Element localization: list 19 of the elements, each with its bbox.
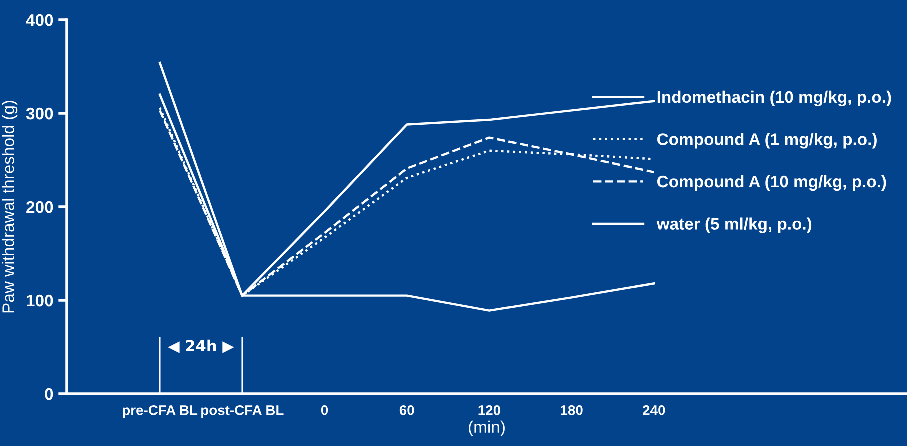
- x-axis-title: (min): [469, 420, 505, 436]
- y-tick-label: 0: [45, 388, 54, 400]
- y-tick-label: 100: [27, 294, 54, 307]
- x-tick-label: 240: [643, 405, 666, 416]
- y-tick-label: 400: [26, 14, 54, 26]
- y-axis-title: Paw withdrawal threshold (g): [2, 101, 18, 313]
- x-tick-label: 180: [561, 405, 583, 416]
- x-tick-label: 0: [321, 405, 328, 416]
- legend-label: Compound A (1 mg/kg, p.o.): [657, 133, 877, 149]
- x-tick-label: 120: [478, 405, 500, 416]
- x-tick-label: pre-CFA BL: [123, 405, 198, 418]
- legend-label: water (5 ml/kg, p.o.): [656, 218, 812, 234]
- y-tick-label: 200: [26, 201, 54, 214]
- annotation: ◀ 24h ▶: [168, 340, 234, 354]
- legend-label: Compound A (10 mg/kg, p.o.): [657, 175, 886, 192]
- legend-label: Indomethacin (10 mg/kg, p.o.): [658, 90, 892, 107]
- x-tick-label: post-CFA BL: [202, 405, 284, 418]
- x-tick-label: 60: [400, 405, 414, 416]
- y-tick-label: 300: [26, 108, 54, 120]
